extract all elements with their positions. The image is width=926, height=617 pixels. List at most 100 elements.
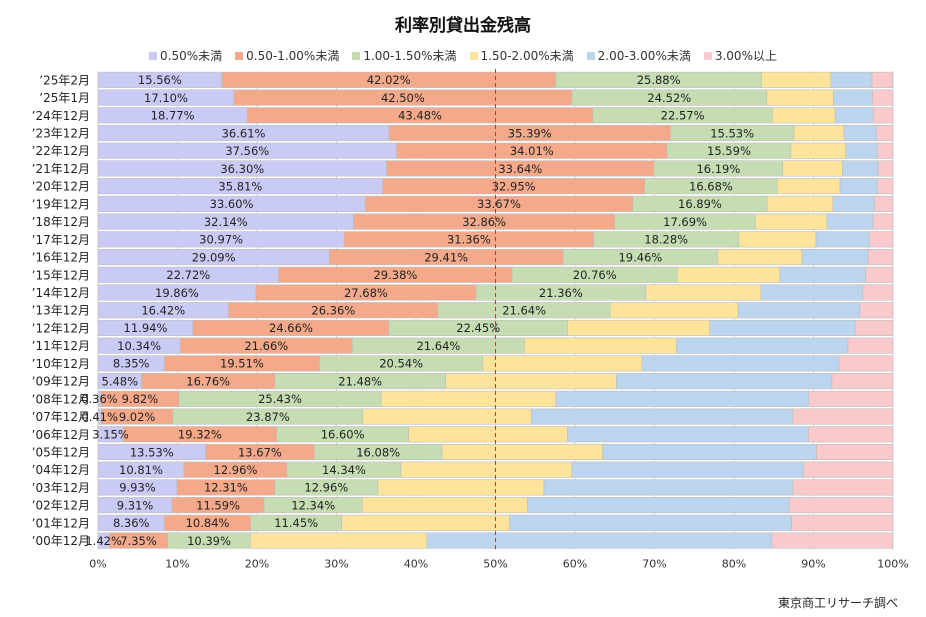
data-label: 37.56%	[225, 144, 269, 158]
data-label: 33.60%	[210, 197, 254, 211]
bar-segment	[97, 107, 248, 124]
x-tick-label: 60%	[563, 557, 587, 570]
bar-segment	[445, 373, 617, 390]
bar-segment	[386, 160, 655, 177]
data-label: 10.84%	[186, 516, 230, 530]
bar-segment	[97, 319, 194, 336]
data-label: 17.10%	[144, 91, 188, 105]
bar-segment	[592, 107, 773, 124]
bar-segment	[761, 71, 831, 88]
data-label: 42.02%	[367, 73, 411, 87]
data-label: 36.61%	[222, 126, 266, 140]
legend-swatch	[703, 51, 712, 60]
bar-segment	[632, 195, 768, 212]
bar-segment	[400, 461, 573, 478]
bar-segment	[100, 390, 180, 407]
bar-segment	[97, 443, 206, 461]
bar-segment	[641, 355, 840, 372]
data-label: 8.36%	[113, 516, 150, 530]
data-label: 16.08%	[356, 445, 400, 459]
y-category-label: ’03年12月	[32, 481, 90, 495]
bar-segment	[97, 142, 397, 159]
legend-item: 1.00-1.50%未満	[352, 47, 457, 64]
y-category-label: ’04年12月	[32, 463, 90, 477]
data-label: 29.09%	[192, 250, 236, 264]
source-note: 東京商工リサーチ調べ	[778, 596, 899, 610]
data-label: 3.15%	[92, 428, 129, 442]
data-label: 11.59%	[196, 498, 240, 512]
legend-swatch	[469, 51, 478, 60]
bar-segment	[766, 195, 834, 212]
legend-item: 3.00%以上	[703, 47, 777, 64]
bar-segment	[567, 426, 809, 443]
data-label: 32.86%	[462, 215, 506, 229]
data-label: 9.31%	[117, 498, 154, 512]
bar-segment	[755, 213, 828, 230]
data-label: 10.34%	[117, 339, 161, 353]
bar-segment	[842, 160, 879, 177]
bar-segment	[441, 443, 603, 461]
legend-item: 0.50%未満	[149, 47, 222, 64]
bar-segment	[609, 302, 739, 319]
bar-segment	[839, 178, 878, 195]
data-label: 27.68%	[344, 286, 388, 300]
bar-segment	[872, 107, 894, 124]
bar-segment	[97, 249, 330, 266]
x-tick-label: 70%	[642, 557, 666, 570]
bar-segment	[364, 195, 634, 212]
bar-segment	[97, 284, 257, 301]
data-label: 21.66%	[244, 339, 288, 353]
bar-segment	[276, 426, 409, 443]
bar-segment	[274, 373, 446, 390]
bar-segment	[709, 319, 856, 336]
data-label: 9.82%	[122, 392, 159, 406]
bar-segment	[97, 266, 279, 283]
data-label: 16.60%	[321, 428, 365, 442]
bar-segment	[555, 390, 810, 407]
bar-segment	[343, 231, 594, 248]
legend-label: 0.50-1.00%未満	[246, 49, 340, 63]
y-category-label: ’17年12月	[32, 233, 90, 247]
bar-segment	[97, 355, 165, 372]
bar-segment	[171, 497, 265, 514]
bar-segment	[831, 373, 894, 390]
bar-segment	[845, 142, 878, 159]
bar-segment	[838, 355, 894, 372]
data-label: 18.77%	[151, 109, 195, 123]
bar-segment	[97, 479, 178, 496]
bar-segment	[666, 142, 792, 159]
bar-segment	[97, 337, 181, 354]
y-category-label: ’16年12月	[32, 251, 90, 265]
bar-segment	[843, 124, 877, 142]
bar-segment	[97, 514, 165, 531]
data-label: 16.76%	[186, 374, 230, 388]
data-label: 12.31%	[204, 481, 248, 495]
y-category-label: ’22年12月	[32, 144, 90, 158]
legend-item: 0.50-1.00%未満	[235, 47, 339, 64]
data-label: 32.14%	[204, 215, 248, 229]
bar-segment	[571, 89, 768, 106]
data-label: 24.66%	[269, 321, 313, 335]
data-label: 30.97%	[199, 233, 243, 247]
data-label: 19.51%	[220, 357, 264, 371]
bar-segment	[183, 461, 288, 478]
bar-segment	[801, 249, 869, 266]
data-label: 16.42%	[141, 304, 185, 318]
data-label: 33.67%	[477, 197, 521, 211]
data-label: 12.96%	[214, 463, 258, 477]
bar-segment	[396, 142, 668, 159]
bar-segment	[97, 178, 383, 195]
bar-segment	[859, 302, 894, 319]
bar-segment	[179, 337, 353, 354]
x-tick-label: 90%	[801, 557, 825, 570]
data-label: 13.67%	[238, 445, 282, 459]
bar-segment	[286, 461, 402, 478]
data-label: 0.41%	[81, 410, 118, 424]
bar-segment	[100, 408, 174, 425]
bar-segment	[97, 302, 229, 319]
bar-segment	[779, 266, 866, 283]
bar-segment	[867, 249, 893, 266]
bar-segment	[766, 89, 834, 106]
bar-segment	[737, 302, 861, 319]
